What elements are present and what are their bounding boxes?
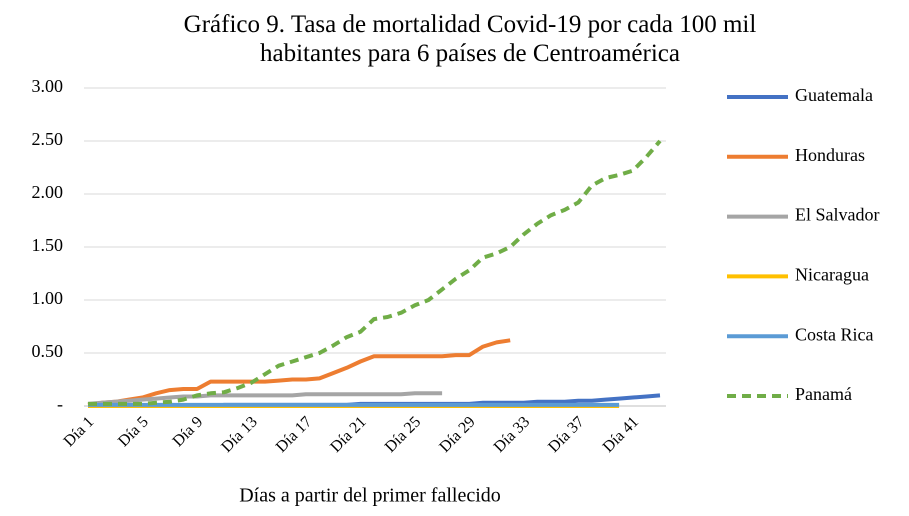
x-tick-label: Día 33 — [491, 413, 534, 456]
x-tick-label: Día 41 — [600, 413, 643, 456]
x-tick-label: Día 5 — [115, 413, 152, 450]
x-tick-label: Día 1 — [61, 413, 98, 450]
x-tick-label: Día 37 — [545, 413, 588, 456]
legend-label: Nicaragua — [795, 265, 869, 285]
y-tick-label: 1.00 — [32, 288, 64, 308]
y-tick-label: - — [57, 394, 63, 414]
series-line — [87, 338, 511, 407]
legend-label: Guatemala — [795, 85, 873, 105]
x-tick-label: Día 21 — [327, 413, 370, 456]
y-tick-label: 2.00 — [32, 182, 64, 202]
legend-label: Costa Rica — [795, 324, 874, 344]
x-tick-label: Día 9 — [170, 413, 207, 450]
legend-label: El Salvador — [795, 205, 879, 225]
y-tick-label: 0.50 — [32, 341, 64, 361]
series-line — [87, 391, 443, 406]
x-axis-title: Días a partir del primer fallecido — [239, 485, 501, 507]
x-tick-label: Día 17 — [273, 413, 316, 456]
y-tick-label: 3.00 — [32, 76, 64, 96]
y-tick-label: 2.50 — [32, 129, 64, 149]
x-tick-label: Día 29 — [436, 413, 479, 456]
x-tick-label: Día 13 — [218, 413, 261, 456]
legend-label: Honduras — [795, 145, 865, 165]
series-line — [88, 139, 662, 406]
y-tick-label: 1.50 — [32, 235, 64, 255]
chart-title: Gráfico 9. Tasa de mortalidad Covid-19 p… — [183, 11, 757, 67]
legend-label: Panamá — [795, 384, 852, 404]
x-tick-label: Día 25 — [382, 413, 425, 456]
